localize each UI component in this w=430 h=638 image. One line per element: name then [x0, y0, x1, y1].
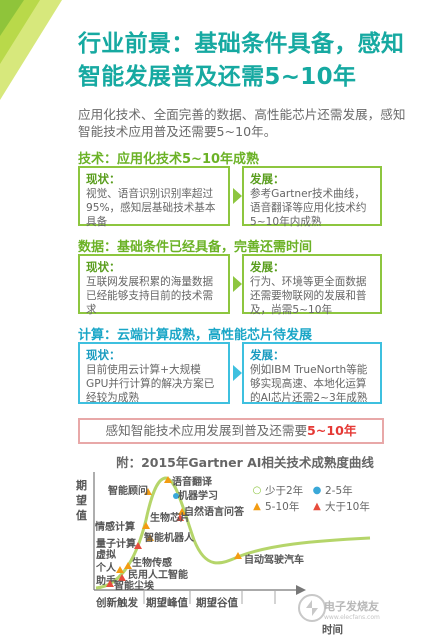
watermark-url: www.elecfans.com	[324, 614, 380, 621]
phase-label-trough: 期望谷值	[196, 597, 238, 609]
chart-y-label: 期望值	[76, 479, 87, 522]
legend-item: ▲ 大于10年	[312, 499, 372, 514]
legend-item: ● 2-5年	[312, 483, 372, 498]
development-title: 发展：	[250, 172, 285, 186]
conclusion-text: 感知智能技术应用发展到普及还需要	[105, 423, 308, 438]
chart-point-marker	[164, 476, 172, 483]
chart-point-marker	[178, 508, 186, 515]
development-text: 参考Gartner技术曲线，语音翻译等应用化技术约5~10年内成熟	[250, 188, 367, 228]
status-text: 视觉、语音识别识别率超过95%，感知层基础技术基本具备	[86, 188, 216, 228]
section-heading-compute: 计算：云端计算成熟，高性能芯片待发展	[78, 328, 313, 343]
chart-point-label: 语音翻译	[172, 475, 213, 488]
chart-point-marker	[144, 488, 152, 495]
legend-label: 大于10年	[325, 500, 370, 513]
chart-point-marker	[173, 493, 179, 499]
chart-legend: ○ 少于2年 ● 2-5年 ▲ 5-10年 ▲ 大于10年	[252, 482, 372, 514]
chart-point-marker	[118, 574, 126, 581]
chart-title: 附：2015年Gartner AI相关技术成熟度曲线	[116, 455, 374, 470]
chart-point-label: 生物芯片	[150, 511, 190, 524]
development-box-data: 发展： 行为、环境等更全面数据还需要物联网的发展和普及，尚需5~10年	[242, 254, 382, 316]
triangle-icon: ▲	[253, 500, 261, 512]
chart-point-label: 智能机器人	[144, 531, 195, 544]
chart-point-marker	[142, 522, 150, 529]
arrow-right-icon	[233, 365, 242, 381]
development-title: 发展：	[250, 260, 285, 274]
watermark-text: 电子发烧友	[324, 600, 379, 613]
development-box-compute: 发展： 例如IBM TrueNorth等能够实现高速、本地化运算的AI芯片还需2…	[242, 342, 382, 404]
chart-point-label: 个人	[95, 561, 117, 574]
chart-point-marker	[234, 552, 242, 559]
section-heading-data: 数据：基础条件已经具备，完善还需时间	[78, 240, 313, 255]
status-box-compute: 现状： 目前使用云计算+大规模GPU并行计算的解决方案已经较为成熟	[78, 342, 230, 404]
legend-label: 少于2年	[265, 484, 304, 497]
chart-point-label: 智能顾问	[108, 484, 148, 497]
triangle-icon: ▲	[313, 500, 321, 512]
chart-point-label: 智能尘埃	[114, 579, 155, 592]
chart-point-marker	[134, 542, 142, 549]
chart-x-label: 时间	[322, 624, 343, 636]
development-box-tech: 发展： 参考Gartner技术曲线，语音翻译等应用化技术约5~10年内成熟	[242, 166, 382, 228]
legend-item: ▲ 5-10年	[252, 499, 312, 514]
conclusion-banner: 感知智能技术应用发展到普及还需要5~10年	[78, 418, 384, 444]
chart-point-label: 民用人工智能	[128, 568, 188, 581]
chart-point-label: 机器学习	[178, 489, 218, 502]
development-text: 例如IBM TrueNorth等能够实现高速、本地化运算的AI芯片还需2~3年成…	[250, 364, 368, 404]
development-title: 发展：	[250, 348, 285, 362]
development-text: 行为、环境等更全面数据还需要物联网的发展和普及，尚需5~10年	[250, 276, 367, 316]
chart-point-marker	[124, 562, 132, 569]
chart-point-marker	[176, 514, 184, 521]
chart-point-marker	[146, 534, 154, 541]
status-box-data: 现状： 互联网发展积累的海量数据已经能够支持目前的技术需求	[78, 254, 230, 316]
status-box-tech: 现状： 视觉、语音识别识别率超过95%，感知层基础技术基本具备	[78, 166, 230, 228]
phase-label-innovation: 创新触发	[96, 597, 138, 609]
chart-point-marker	[106, 580, 114, 587]
arrow-right-icon	[233, 276, 242, 292]
section-heading-tech: 技术：应用化技术5~10年成熟	[78, 152, 260, 167]
chart-point-label: 自然语言问答	[184, 505, 245, 518]
watermark-logo-icon	[298, 594, 326, 622]
arrow-right-icon	[233, 188, 242, 204]
page-title: 行业前景：基础条件具备，感知智能发展普及还需5~10年	[78, 31, 405, 90]
chart-point-label: 虚拟	[96, 548, 116, 561]
status-title: 现状：	[86, 260, 121, 274]
intro-text: 应用化技术、全面完善的数据、高性能芯片还需发展，感知智能技术应用普及还需要5~1…	[78, 107, 406, 139]
chart-point-label: 生物传感	[132, 556, 172, 569]
legend-label: 5-10年	[265, 500, 300, 513]
open-circle-icon: ○	[252, 484, 262, 496]
chart-point-label: 量子计算	[96, 537, 136, 550]
chart-point-label: 助手	[96, 574, 116, 587]
chart-point-marker	[116, 566, 124, 573]
legend-label: 2-5年	[325, 484, 353, 497]
status-title: 现状：	[86, 348, 121, 362]
legend-item: ○ 少于2年	[252, 483, 312, 498]
conclusion-highlight: 5~10年	[307, 423, 357, 438]
corner-decoration	[0, 0, 62, 100]
chart-point-label: 情感计算	[95, 520, 135, 533]
status-text: 互联网发展积累的海量数据已经能够支持目前的技术需求	[86, 276, 214, 316]
chart-point-label: 自动驾驶汽车	[244, 553, 304, 566]
phase-label-peak: 期望峰值	[146, 597, 188, 609]
status-title: 现状：	[86, 172, 121, 186]
circle-icon: ●	[312, 484, 322, 496]
status-text: 目前使用云计算+大规模GPU并行计算的解决方案已经较为成熟	[86, 364, 215, 404]
